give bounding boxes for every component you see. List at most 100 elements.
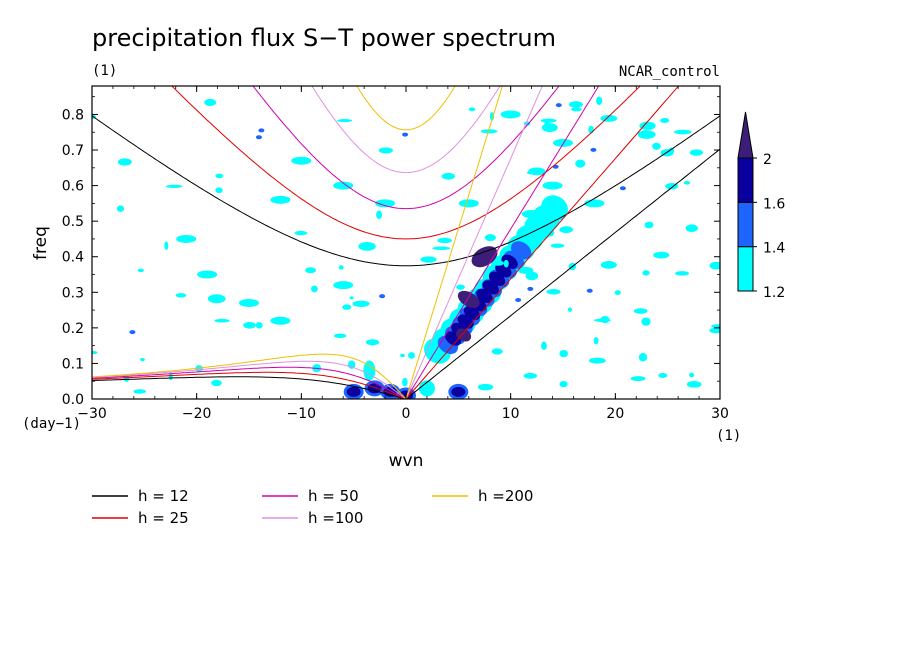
power-patch <box>709 261 720 270</box>
power-patch <box>515 298 522 303</box>
power-patch <box>550 243 565 248</box>
power-patch <box>457 290 480 308</box>
power-patch <box>555 103 562 108</box>
power-patch <box>204 98 217 106</box>
rossby-curve-h25 <box>92 371 407 399</box>
power-patch <box>686 381 702 388</box>
power-patch <box>402 132 409 137</box>
power-patch <box>542 181 563 190</box>
power-patch <box>638 352 648 362</box>
power-patch <box>129 330 136 335</box>
power-patch <box>137 268 144 273</box>
inertia-gravity-curve-h25 <box>171 86 641 240</box>
power-patch <box>584 199 605 208</box>
power-patch <box>349 296 354 300</box>
power-patch <box>379 294 386 299</box>
power-patch <box>484 234 496 242</box>
power-patch <box>215 173 224 179</box>
kelvin-curve-h50 <box>405 86 600 399</box>
power-patch <box>642 270 650 276</box>
power-patch <box>588 357 606 364</box>
legend-label-h50: h = 50 <box>308 487 359 505</box>
power-patch <box>164 241 169 250</box>
power-patch <box>305 267 317 274</box>
power-patch <box>400 353 405 358</box>
colorbar-box <box>737 246 754 292</box>
power-patch <box>652 142 661 150</box>
power-patch <box>683 180 691 185</box>
power-patch <box>637 130 656 139</box>
power-patch <box>258 128 265 133</box>
power-patch <box>503 259 509 268</box>
power-patch <box>378 147 393 154</box>
y-tick-label: 0.5 <box>62 214 84 230</box>
kelvin-curve-h100 <box>405 86 543 399</box>
legend: h = 12 h = 25 h = 50 h =100 h =200 <box>92 487 533 527</box>
y-tick-label: 0.0 <box>62 392 84 408</box>
power-patch <box>594 318 611 322</box>
power-patch <box>653 251 670 259</box>
power-patch <box>586 288 593 293</box>
legend-label-h100: h =100 <box>308 509 363 527</box>
power-patch <box>456 328 472 342</box>
power-patch <box>294 230 308 236</box>
inertia-gravity-curve-h50 <box>252 86 560 210</box>
colorbar-label: 1.4 <box>763 241 785 257</box>
kelvin-curve-h25 <box>405 86 680 399</box>
spectrum-contour-fill <box>92 96 720 399</box>
power-patch <box>471 246 498 268</box>
power-patch <box>243 321 256 329</box>
power-patch <box>214 318 230 323</box>
power-patch <box>644 221 654 229</box>
chart-title: precipitation flux S−T power spectrum <box>92 24 556 52</box>
power-patch <box>255 135 262 140</box>
y-tick-label: 0.6 <box>62 179 84 195</box>
power-patch <box>456 284 465 290</box>
power-patch <box>546 289 561 295</box>
power-patch <box>600 261 617 269</box>
power-patch <box>352 300 370 307</box>
power-patch <box>337 119 353 123</box>
power-patch <box>511 241 532 260</box>
legend-label-h200: h =200 <box>478 487 533 505</box>
y-axis-label: freq <box>31 226 51 260</box>
power-patch <box>358 241 376 251</box>
power-patch <box>346 386 361 397</box>
power-patch <box>575 159 586 168</box>
x-tick-label: 30 <box>711 406 729 422</box>
power-patch <box>139 358 146 362</box>
power-patch <box>408 352 415 359</box>
power-patch <box>418 380 435 397</box>
legend-label-h25: h = 25 <box>138 509 189 527</box>
colorbar-box <box>737 201 754 248</box>
x-tick-label: −20 <box>182 406 212 422</box>
x-axis-label: wvn <box>389 451 424 471</box>
power-patch <box>133 389 147 394</box>
power-patch <box>639 121 656 131</box>
power-patch <box>541 341 547 351</box>
power-patch <box>526 170 540 175</box>
y-unit-label: (day−1) <box>22 416 81 432</box>
power-patch <box>333 181 354 190</box>
dispersion-curves <box>92 86 720 399</box>
power-patch <box>458 199 479 208</box>
power-patch <box>630 376 646 382</box>
power-patch <box>540 118 557 123</box>
power-patch <box>500 110 521 119</box>
power-patch <box>492 260 504 266</box>
power-patch <box>270 316 291 325</box>
power-patch <box>175 293 187 298</box>
power-patch <box>291 156 312 165</box>
power-patch <box>367 383 382 394</box>
power-patch <box>311 285 318 293</box>
x-tick-label: 20 <box>606 406 624 422</box>
power-patch <box>338 265 344 270</box>
power-patch <box>116 205 125 212</box>
power-patch <box>633 308 648 314</box>
inertia-gravity-curve-h12 <box>92 115 720 267</box>
power-patch <box>641 317 651 326</box>
y-tick-label: 0.1 <box>62 356 84 372</box>
power-patch <box>375 199 396 208</box>
chart-subtitle-left: (1) <box>92 63 117 79</box>
colorbar-box <box>737 157 754 203</box>
